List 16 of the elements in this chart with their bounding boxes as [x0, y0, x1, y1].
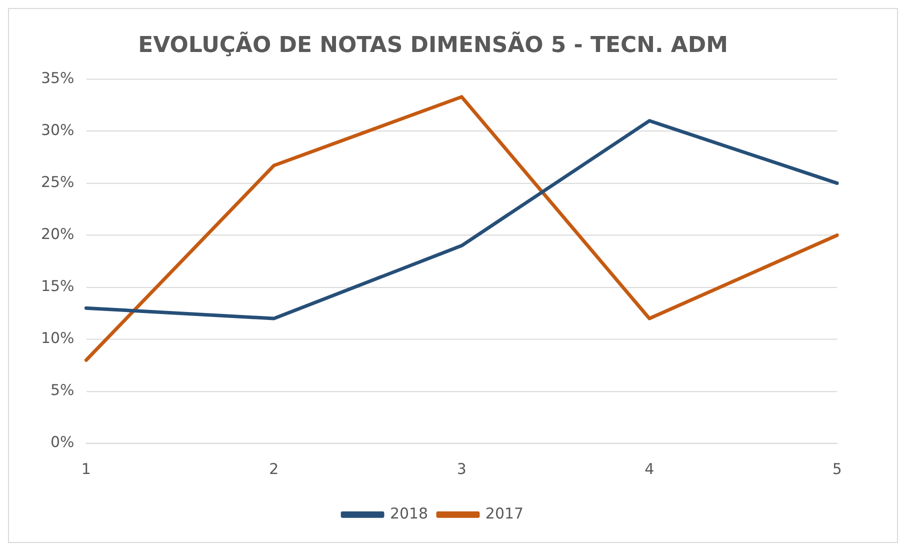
y-tick-label: 30%: [40, 121, 74, 140]
x-tick-label: 5: [832, 460, 842, 478]
y-tick-label: 25%: [40, 173, 74, 192]
x-tick-label: 3: [456, 460, 466, 478]
x-tick-label: 2: [269, 460, 279, 478]
chart-title: EVOLUÇÃO DE NOTAS DIMENSÃO 5 - TECN. ADM: [138, 30, 728, 58]
y-tick-label: 10%: [40, 329, 74, 348]
y-tick-label: 20%: [40, 225, 74, 244]
y-tick-label: 35%: [40, 69, 74, 88]
y-tick-label: 15%: [40, 277, 74, 296]
y-tick-label: 0%: [50, 433, 74, 452]
y-tick-label: 5%: [50, 381, 74, 400]
legend-label: 2018: [390, 504, 428, 522]
legend-label: 2017: [485, 504, 524, 522]
x-tick-label: 1: [81, 460, 91, 478]
x-tick-label: 4: [644, 460, 654, 478]
